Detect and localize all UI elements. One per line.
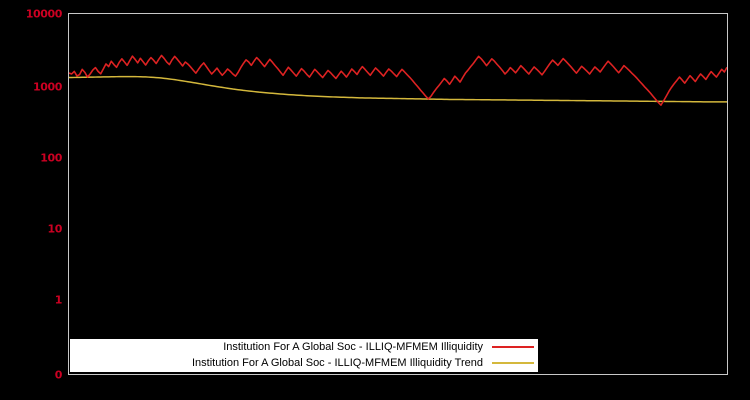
y-axis-tick-1: 1 — [54, 293, 63, 307]
series-line-illiquidity — [69, 54, 727, 106]
y-axis-tick-100: 100 — [40, 151, 62, 165]
plot-area — [68, 13, 728, 375]
y-axis-tick-10000: 10000 — [25, 7, 63, 21]
legend-item-illiquidity: Institution For A Global Soc - ILLIQ-MFM… — [70, 339, 538, 355]
series-line-trend — [69, 75, 727, 103]
legend-swatch-illiquidity — [492, 346, 534, 348]
y-axis-tick-labels: 10000 1000 100 10 1 0 — [0, 0, 63, 400]
legend-swatch-trend — [492, 362, 534, 364]
plot-svg — [69, 54, 727, 106]
y-axis-tick-10: 10 — [47, 222, 62, 236]
chart-legend: Institution For A Global Soc - ILLIQ-MFM… — [70, 339, 538, 372]
legend-item-trend: Institution For A Global Soc - ILLIQ-MFM… — [70, 355, 538, 371]
legend-label-trend: Institution For A Global Soc - ILLIQ-MFM… — [192, 357, 483, 369]
legend-label-illiquidity: Institution For A Global Soc - ILLIQ-MFM… — [223, 341, 483, 353]
y-axis-tick-0: 0 — [54, 368, 63, 382]
y-axis-tick-1000: 1000 — [32, 80, 62, 94]
